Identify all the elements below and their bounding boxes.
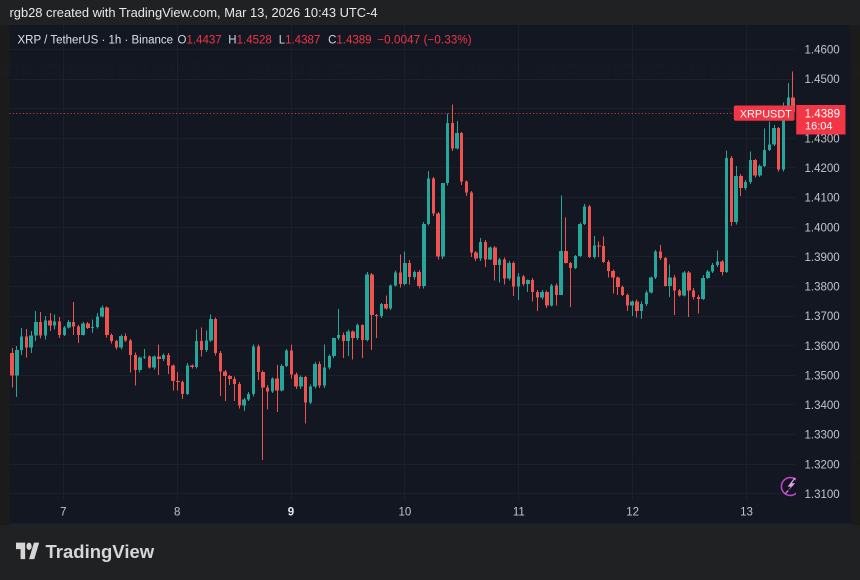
- svg-text:1.3300: 1.3300: [805, 430, 840, 442]
- svg-text:1.4389: 1.4389: [805, 107, 840, 120]
- svg-text:1.4500: 1.4500: [805, 74, 840, 86]
- svg-text:1.3100: 1.3100: [805, 489, 840, 501]
- svg-text:1.4300: 1.4300: [805, 133, 840, 145]
- svg-text:13: 13: [740, 507, 753, 519]
- svg-text:rgb28 created with TradingView: rgb28 created with TradingView.com, Mar …: [246, 69, 517, 80]
- svg-text:1.3700: 1.3700: [805, 311, 840, 323]
- svg-text:1.3600: 1.3600: [805, 341, 840, 353]
- svg-text:1.4200: 1.4200: [805, 163, 840, 175]
- svg-text:−0.0047 (−0.33%): −0.0047 (−0.33%): [377, 34, 471, 46]
- svg-text:8: 8: [174, 507, 180, 519]
- svg-text:O1.4437: O1.4437: [178, 34, 222, 46]
- svg-text:1.3200: 1.3200: [805, 459, 840, 471]
- svg-text:XRPUSDT: XRPUSDT: [740, 108, 792, 120]
- svg-text:rgb28 created with TradingView: rgb28 created with TradingView.com, Mar …: [0, 453, 189, 462]
- svg-text:16:04: 16:04: [805, 120, 833, 132]
- svg-text:rgb28 created with TradingView: rgb28 created with TradingView.com, Mar …: [35, 265, 264, 274]
- svg-text:rgb28 created with TradingView: rgb28 created with TradingView.com, Mar …: [532, 69, 803, 80]
- svg-text:1.3900: 1.3900: [805, 252, 840, 264]
- svg-text:1.3500: 1.3500: [805, 371, 840, 383]
- svg-text:H1.4528: H1.4528: [228, 34, 271, 46]
- svg-text:12: 12: [626, 507, 639, 519]
- svg-text:XRP / TetherUS · 1h · Binance: XRP / TetherUS · 1h · Binance: [18, 34, 174, 46]
- svg-text:rgb28 created with TradingView: rgb28 created with TradingView.com, Mar …: [0, 360, 194, 369]
- svg-text:9: 9: [288, 507, 294, 519]
- svg-text:1.3400: 1.3400: [805, 400, 840, 412]
- svg-text:1.3800: 1.3800: [805, 282, 840, 294]
- svg-text:1.4100: 1.4100: [805, 193, 840, 205]
- svg-text:10: 10: [399, 507, 412, 519]
- svg-text:11: 11: [513, 507, 525, 519]
- svg-text:rgb28 created with TradingView: rgb28 created with TradingView.com, Mar …: [532, 453, 761, 462]
- svg-text:C1.4389: C1.4389: [328, 34, 372, 46]
- svg-text:1.4000: 1.4000: [805, 222, 840, 234]
- svg-text:L1.4387: L1.4387: [279, 34, 321, 46]
- svg-text:rgb28 created with TradingView: rgb28 created with TradingView.com, Mar …: [0, 69, 231, 80]
- svg-text:1.4600: 1.4600: [805, 45, 840, 57]
- svg-text:rgb28 created with TradingView: rgb28 created with TradingView.com, Mar …: [246, 453, 475, 462]
- svg-text:7: 7: [60, 507, 66, 519]
